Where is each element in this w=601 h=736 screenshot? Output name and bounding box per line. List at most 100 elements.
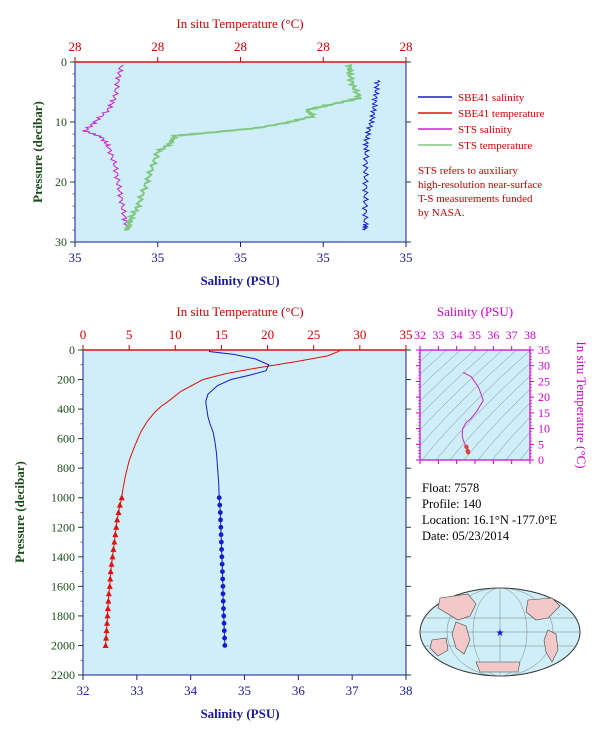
bottom-temperature-marker <box>102 641 109 648</box>
bottom-salinity-marker <box>216 495 222 501</box>
bottom-salinity-marker <box>217 510 223 515</box>
top-sts-salinity-line <box>82 64 131 231</box>
world-map: ★ <box>419 587 581 677</box>
bottom-salinity-marker <box>222 643 228 648</box>
bottom-salinity-marker <box>221 613 227 619</box>
ts-isopycnal-contour <box>435 362 530 460</box>
bottom-pressure-tick-label: 1800 <box>51 609 75 623</box>
bottom-temperature-marker <box>107 568 114 575</box>
bottom-temperature-marker <box>103 627 110 634</box>
bottom-salinity-tick-label: 35 <box>238 683 251 698</box>
bottom-temperature-marker <box>115 509 122 515</box>
ts-isopycnal-contour <box>421 350 530 460</box>
bottom-salinity-tick-label: 33 <box>130 683 143 698</box>
ts-plot-area <box>420 350 530 460</box>
bottom-temperature-marker <box>105 590 112 597</box>
top-sts-temperature-line <box>123 64 363 231</box>
bottom-temperature-marker <box>104 612 111 619</box>
top-temperature-axis-title: In situ Temperature (°C) <box>176 16 303 31</box>
ts-temperature-tick-label: 20 <box>538 390 550 404</box>
ts-isopycnal-contour <box>420 350 476 402</box>
ts-isopycnal-contour <box>420 350 504 431</box>
bottom-salinity-marker <box>220 569 225 574</box>
bottom-salinity-tick-label: 36 <box>292 683 306 698</box>
map-graticule <box>420 587 580 677</box>
ts-salinity-axis-title: Salinity (PSU) <box>437 304 513 319</box>
bottom-temperature-marker <box>107 575 114 582</box>
top-salinity-axis-title: Salinity (PSU) <box>200 273 279 288</box>
ts-temperature-tick-label: 10 <box>538 422 550 436</box>
bottom-salinity-marker <box>218 532 224 538</box>
bottom-pressure-tick-label: 1000 <box>51 491 75 505</box>
ts-temperature-tick-label: 0 <box>538 453 544 467</box>
bottom-salinity-marker <box>220 583 226 589</box>
ts-deep-marker <box>464 444 469 449</box>
profile-number-text: Profile: 140 <box>422 497 481 511</box>
bottom-pressure-tick-label: 1600 <box>51 579 75 593</box>
bottom-temperature-marker <box>104 605 111 612</box>
bottom-temperature-tick-label: 10 <box>169 327 182 342</box>
float-location-star-icon: ★ <box>496 628 505 639</box>
bottom-salinity-marker <box>221 628 227 634</box>
bottom-temperature-marker <box>103 634 110 641</box>
bottom-temperature-marker <box>111 538 118 545</box>
top-salinity-tick-label: 35 <box>69 250 82 265</box>
bottom-temperature-line <box>121 349 341 498</box>
location-text: Location: 16.1°N -177.0°E <box>422 513 557 527</box>
top-pressure-tick-label: 10 <box>55 115 67 129</box>
bottom-temperature-axis-title: In situ Temperature (°C) <box>176 304 303 319</box>
ts-isopycnal-contour <box>420 350 490 416</box>
top-salinity-tick-label: 35 <box>151 250 164 265</box>
legend-label-sts-salinity: STS salinity <box>458 124 513 136</box>
legend-label-sbe-temperature: SBE41 temperature <box>458 108 545 120</box>
ts-series-group <box>461 371 484 455</box>
ts-salinity-tick-label: 36 <box>487 328 499 342</box>
bottom-pressure-tick-label: 2200 <box>51 668 75 682</box>
bottom-salinity-marker <box>219 547 225 552</box>
top-temperature-tick-label: 28 <box>234 39 247 54</box>
ts-isopycnal-contour <box>505 431 530 460</box>
ts-isopycnal-contour <box>477 402 530 460</box>
ts-salinity-tick-label: 38 <box>524 328 536 342</box>
bottom-temperature-marker <box>103 619 110 626</box>
bottom-temperature-tick-label: 35 <box>400 327 413 342</box>
bottom-temperature-tick-label: 0 <box>80 327 87 342</box>
bottom-salinity-line <box>205 350 270 498</box>
ts-salinity-tick-label: 35 <box>469 328 481 342</box>
bottom-salinity-marker <box>217 502 223 508</box>
bottom-temperature-tick-label: 25 <box>307 327 320 342</box>
bottom-salinity-marker <box>219 561 225 567</box>
ts-salinity-tick-label: 37 <box>506 328 518 342</box>
bottom-temperature-tick-label: 20 <box>261 327 274 342</box>
bottom-pressure-tick-label: 400 <box>57 402 75 416</box>
top-salinity-tick-label: 35 <box>400 250 413 265</box>
bottom-salinity-axis-title: Salinity (PSU) <box>200 706 279 721</box>
top-pressure-axis-title: Pressure (decibar) <box>30 101 45 203</box>
bottom-temperature-marker <box>116 501 123 508</box>
bottom-salinity-tick-label: 37 <box>346 683 360 698</box>
bottom-pressure-tick-label: 2000 <box>51 638 75 652</box>
bottom-salinity-tick-label: 32 <box>77 683 90 698</box>
bottom-salinity-marker <box>220 576 226 582</box>
bottom-temperature-marker <box>112 531 119 538</box>
bottom-plot-area <box>83 350 406 675</box>
bottom-salinity-tick-label: 38 <box>400 683 413 698</box>
ts-temperature-tick-label: 5 <box>538 437 544 451</box>
ts-isopycnal-contour <box>449 375 530 460</box>
bottom-temperature-marker <box>118 494 125 501</box>
top-ticks-group: 28 28 28 28 28 35 35 35 35 35 0 10 20 30 <box>55 39 413 265</box>
ts-isopycnal-contour <box>491 416 530 460</box>
bottom-salinity-marker <box>218 539 224 545</box>
sts-note-line-1: STS refers to auxiliary <box>418 165 518 177</box>
bottom-salinity-marker <box>219 554 225 560</box>
top-series-group <box>82 64 381 231</box>
float-id-text: Float: 7578 <box>422 481 479 495</box>
bottom-salinity-marker <box>221 620 227 626</box>
ts-isopycnal-contour <box>420 350 448 375</box>
bottom-temperature-marker <box>113 523 120 530</box>
float-info: Float: 7578 Profile: 140 Location: 16.1°… <box>422 481 557 543</box>
sts-note-line-2: high-resolution near-surface <box>418 179 542 191</box>
ts-isopycnal-contour <box>420 350 434 362</box>
top-panel: 28 28 28 28 28 35 35 35 35 35 0 10 20 30 In situ Temp… <box>30 16 413 288</box>
